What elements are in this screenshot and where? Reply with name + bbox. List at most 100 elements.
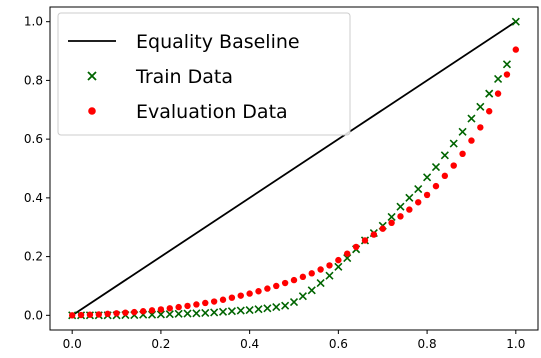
x-tick-label: 0.4 [240, 337, 259, 351]
train-data-point [405, 193, 414, 202]
train-data-point [396, 202, 405, 211]
train-data-point [511, 17, 520, 26]
evaluation-data-point [406, 206, 413, 213]
train-data-point [263, 304, 272, 313]
train-data-point [449, 139, 458, 148]
y-tick-label: 1.0 [24, 15, 43, 29]
evaluation-data-point [352, 243, 360, 251]
evaluation-data-point [255, 288, 262, 295]
train-data-point [218, 307, 228, 316]
evaluation-data-point [273, 282, 280, 290]
evaluation-data-point [477, 124, 484, 131]
evaluation-data-point [139, 308, 147, 315]
train-data-point [485, 89, 494, 98]
evaluation-data-point [131, 308, 138, 316]
train-data-point [289, 298, 299, 307]
evaluation-data-point [397, 213, 404, 220]
evaluation-data-point [290, 276, 298, 284]
evaluation-data-point [210, 298, 218, 305]
evaluation-data-point [317, 266, 324, 273]
train-data-point [236, 306, 245, 315]
evaluation-data-point [459, 150, 466, 158]
evaluation-data-point [86, 311, 94, 318]
evaluation-data-point [335, 256, 342, 264]
x-tick-label: 0.2 [151, 337, 170, 351]
evaluation-data-point [308, 270, 315, 277]
evaluation-data-point [299, 273, 307, 281]
train-data-point [272, 303, 281, 312]
evaluation-data-point [379, 225, 386, 232]
train-data-point [298, 292, 307, 301]
evaluation-data-point [113, 310, 120, 317]
legend-swatch-x-marker [87, 71, 97, 81]
series-layer [68, 17, 520, 320]
train-data-point [458, 127, 467, 136]
train-data-point [334, 262, 343, 271]
legend-label: Train Data [135, 66, 233, 88]
train-data-point [201, 308, 210, 318]
train-data-point [423, 173, 432, 182]
series-evaluation-data [68, 46, 520, 319]
x-tick-label: 0.0 [63, 337, 82, 351]
evaluation-data-point [184, 302, 191, 310]
train-data-point [316, 278, 325, 288]
series-equality-baseline [71, 20, 517, 317]
train-data-point [494, 74, 503, 84]
equality-baseline-line [71, 20, 517, 317]
train-data-point [502, 60, 512, 69]
axes: 0.0 0.2 0.4 0.6 0.8 1.0 0.0 0.2 0.4 0.6 0.8 1.0 [24, 6, 539, 351]
train-data-point [254, 305, 263, 314]
train-data-point [245, 305, 254, 315]
y-tick-label: 0.2 [24, 250, 43, 264]
evaluation-data-point [237, 292, 244, 299]
evaluation-data-point [415, 199, 422, 206]
evaluation-data-point [193, 301, 200, 308]
evaluation-data-point [494, 90, 502, 97]
evaluation-data-point [503, 71, 511, 78]
evaluation-data-point [264, 285, 271, 292]
evaluation-data-point [326, 262, 333, 269]
evaluation-data-point [219, 296, 227, 303]
evaluation-data-point [281, 279, 289, 287]
evaluation-data-point [388, 219, 395, 227]
train-data-point [307, 286, 316, 295]
train-data-point [227, 307, 236, 316]
evaluation-data-point [370, 231, 378, 238]
legend-label: Equality Baseline [136, 31, 300, 53]
evaluation-data-point [246, 290, 253, 297]
evaluation-data-point [450, 162, 457, 169]
evaluation-data-point [77, 311, 85, 319]
legend: Equality Baseline Train Data Evaluation Da… [57, 12, 351, 136]
evaluation-data-point [228, 294, 236, 301]
train-data-point [476, 102, 485, 111]
evaluation-data-point [423, 191, 431, 199]
evaluation-data-point [157, 306, 165, 313]
evaluation-data-point [344, 250, 351, 257]
evaluation-data-point [441, 172, 449, 180]
x-tick-label: 0.8 [418, 337, 437, 351]
legend-label: Evaluation Data [136, 101, 288, 123]
train-data-point [210, 308, 219, 317]
train-data-point [387, 212, 396, 222]
evaluation-data-point [361, 237, 369, 244]
x-tick-label: 1.0 [506, 337, 525, 351]
train-data-point [281, 301, 290, 310]
train-data-point [192, 309, 201, 318]
evaluation-data-point [166, 305, 173, 312]
evaluation-data-point [202, 299, 209, 307]
plot-frame [49, 6, 539, 331]
evaluation-data-point [68, 312, 76, 319]
y-tick-label: 0.6 [24, 132, 43, 146]
evaluation-data-point [95, 311, 103, 318]
evaluation-data-point [104, 310, 111, 318]
train-data-point [183, 309, 192, 318]
train-data-point [325, 271, 334, 280]
y-tick-label: 0.8 [24, 73, 43, 87]
evaluation-data-point [122, 309, 129, 316]
evaluation-data-point [432, 182, 440, 190]
evaluation-data-point [512, 46, 520, 53]
train-data-point [440, 151, 449, 160]
train-data-point [414, 184, 423, 194]
